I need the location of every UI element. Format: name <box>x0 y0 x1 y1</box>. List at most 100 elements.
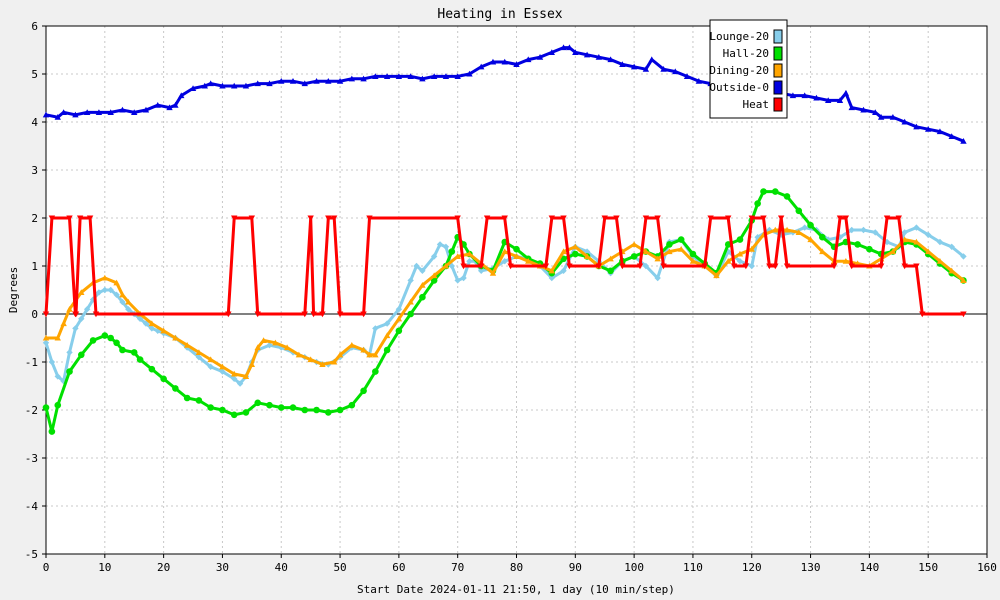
data-point <box>960 277 967 283</box>
data-point <box>483 215 491 222</box>
data-point <box>619 263 626 270</box>
data-point <box>313 78 320 84</box>
data-point <box>119 291 126 298</box>
data-point <box>730 263 738 270</box>
data-point <box>301 80 308 87</box>
data-point <box>677 246 685 252</box>
data-point <box>642 262 650 270</box>
data-point <box>278 78 285 84</box>
legend-label: Heat <box>743 98 770 111</box>
data-point <box>525 56 532 63</box>
data-point <box>630 63 638 70</box>
data-point <box>289 404 297 411</box>
data-point <box>48 215 56 222</box>
data-point <box>372 325 379 332</box>
y-tick-label: -4 <box>25 500 39 513</box>
data-point <box>936 238 944 246</box>
data-point <box>771 188 779 195</box>
data-point <box>148 325 156 332</box>
data-point <box>72 111 79 118</box>
data-point <box>225 311 232 318</box>
data-point <box>301 311 308 318</box>
data-point <box>766 226 773 234</box>
data-point <box>783 193 791 200</box>
data-point <box>801 92 808 99</box>
data-point <box>207 80 214 87</box>
data-point <box>307 356 314 363</box>
data-point <box>95 109 103 115</box>
data-point <box>654 255 661 262</box>
data-point <box>689 258 697 264</box>
data-point <box>736 258 744 265</box>
x-tick-label: 140 <box>859 561 879 574</box>
data-point <box>807 236 814 243</box>
data-point <box>877 114 885 120</box>
x-tick-label: 160 <box>977 561 997 574</box>
data-point <box>695 78 703 84</box>
data-point <box>919 311 926 318</box>
data-point <box>813 94 820 101</box>
data-point <box>666 248 673 255</box>
data-point <box>807 221 814 229</box>
data-point <box>748 246 755 252</box>
data-point <box>842 90 850 96</box>
data-point <box>760 215 767 222</box>
data-point <box>92 311 100 318</box>
data-point <box>948 243 955 250</box>
data-point <box>54 401 62 409</box>
data-point <box>772 226 779 233</box>
data-point <box>325 78 332 84</box>
data-point <box>924 248 932 255</box>
data-point <box>848 226 855 234</box>
x-tick-label: 70 <box>451 561 464 574</box>
legend-swatch <box>773 80 783 95</box>
data-point <box>248 361 256 367</box>
data-point <box>901 118 908 125</box>
data-point <box>901 229 908 236</box>
data-point <box>207 404 214 411</box>
data-point <box>936 128 944 135</box>
data-point <box>725 215 732 222</box>
data-point <box>889 248 897 255</box>
data-point <box>125 298 132 305</box>
data-point <box>542 263 550 270</box>
legend-label: Dining-20 <box>709 64 769 77</box>
data-point <box>136 356 144 363</box>
y-tick-label: -5 <box>25 548 38 561</box>
data-point <box>72 311 80 318</box>
data-point <box>307 215 314 222</box>
data-point <box>513 61 520 67</box>
data-point <box>113 291 120 298</box>
series-outside-0 <box>42 44 967 144</box>
y-tick-label: -2 <box>25 404 38 417</box>
data-point <box>131 109 138 115</box>
data-point <box>442 243 450 250</box>
data-point <box>72 325 79 332</box>
legend: Lounge-20 Hall-20 Dining-20 Outside-0 Heat <box>709 19 788 119</box>
legend-swatch <box>773 97 783 112</box>
data-point <box>76 215 84 222</box>
data-point <box>107 334 114 342</box>
data-point <box>913 263 920 270</box>
data-point <box>860 106 867 113</box>
data-point <box>860 226 867 234</box>
y-tick-label: 4 <box>31 116 38 129</box>
data-point <box>383 73 391 79</box>
legend-swatch <box>773 29 783 44</box>
data-point <box>242 373 250 379</box>
data-point <box>560 267 567 274</box>
data-point <box>454 73 461 79</box>
data-point <box>330 358 338 365</box>
data-point <box>310 311 317 318</box>
data-point <box>924 231 932 238</box>
x-tick-label: 120 <box>742 561 762 574</box>
data-point <box>736 236 744 243</box>
data-point <box>254 344 261 351</box>
data-point <box>536 54 544 60</box>
legend-label: Outside-0 <box>709 81 769 94</box>
data-point <box>936 258 944 264</box>
data-point <box>736 250 744 257</box>
x-tick-label: 130 <box>801 561 821 574</box>
data-point <box>395 73 403 79</box>
data-point <box>513 253 520 259</box>
